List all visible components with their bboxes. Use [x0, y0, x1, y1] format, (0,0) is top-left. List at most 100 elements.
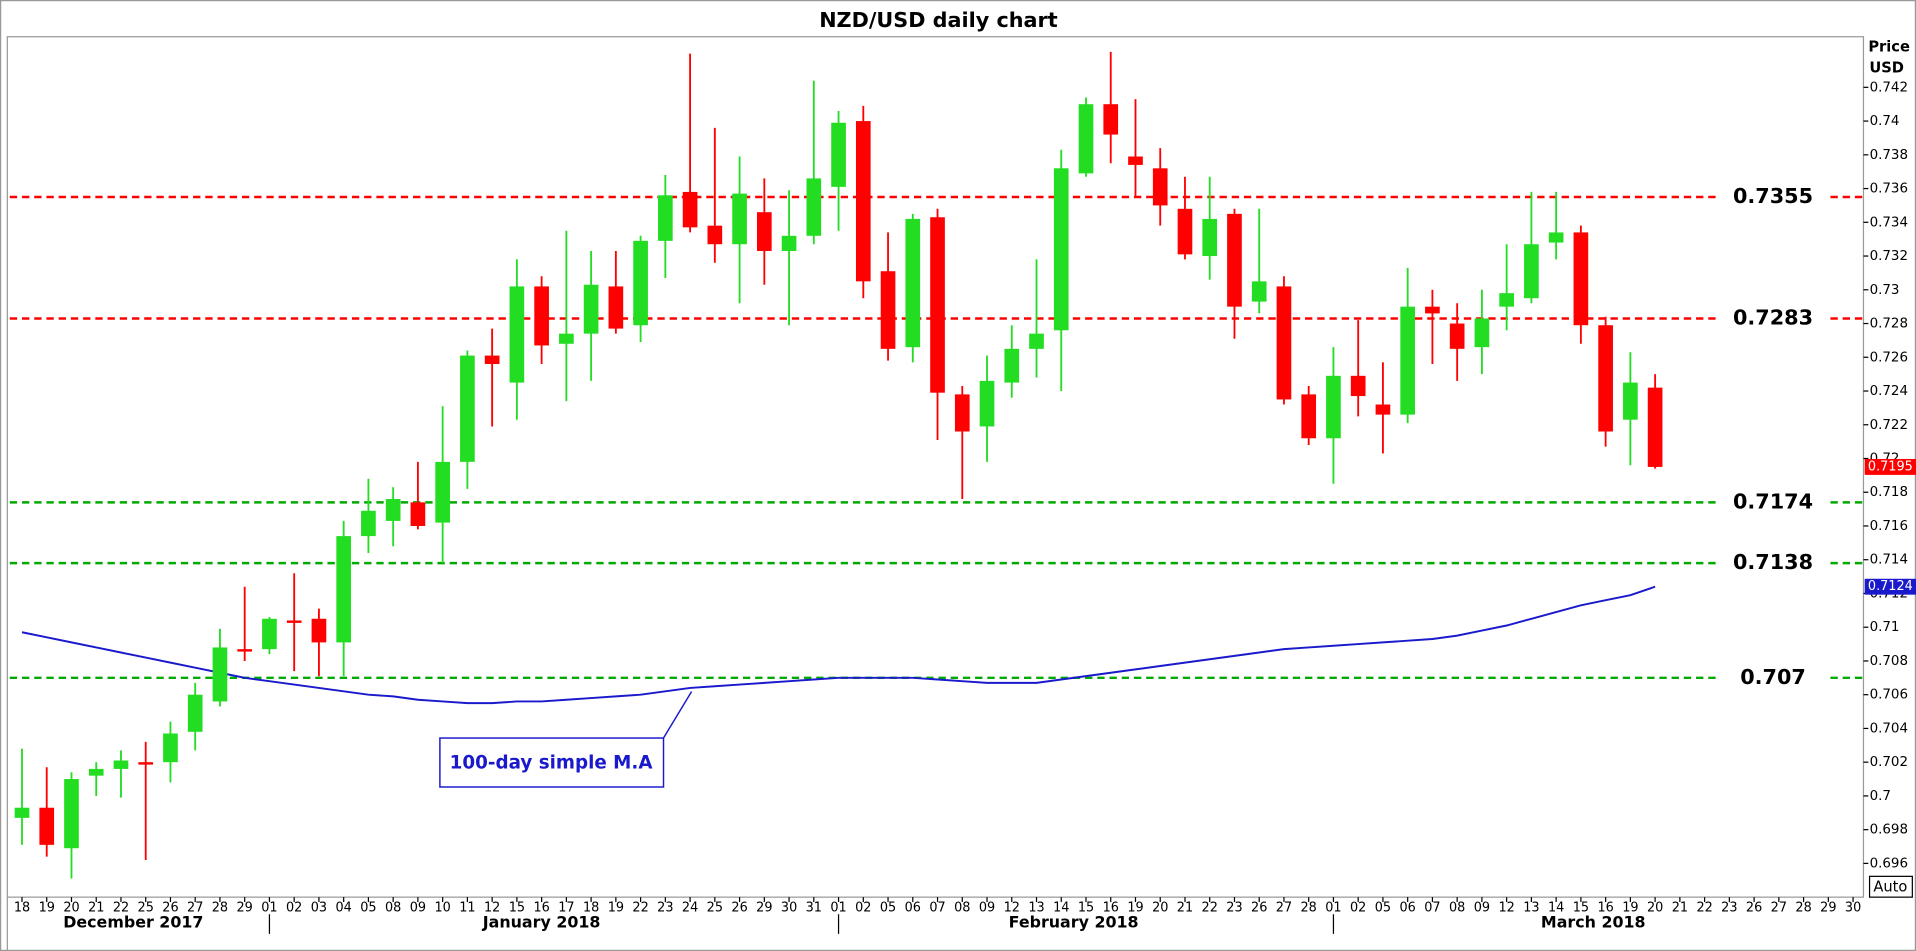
x-tick-label: 12 [1498, 901, 1514, 916]
y-tick-label: 0.736 [1870, 182, 1908, 197]
auto-button[interactable]: Auto [1868, 875, 1913, 898]
candle-body [212, 647, 228, 702]
x-tick-label: 26 [731, 901, 747, 916]
candle-body [559, 333, 574, 344]
x-tick-label: 09 [979, 901, 995, 916]
candle-body [806, 178, 822, 236]
candle [707, 127, 723, 263]
candle [658, 175, 673, 278]
candle-body [1350, 375, 1366, 397]
x-tick-label: 13 [1523, 901, 1539, 916]
x-tick-label: 09 [410, 901, 426, 916]
x-tick-label: 13 [1028, 901, 1044, 916]
candle [385, 487, 401, 547]
x-tick-label: 12 [1004, 901, 1020, 916]
candle [1103, 51, 1119, 164]
candle-body [1623, 382, 1638, 420]
candle [534, 276, 549, 365]
x-tick-label: 02 [855, 901, 871, 916]
y-tick-label: 0.706 [1870, 688, 1908, 703]
candle [484, 328, 500, 427]
candle [905, 213, 921, 363]
y-tick-label: 0.718 [1870, 485, 1908, 500]
candle-body [311, 618, 327, 643]
candle-body [187, 694, 203, 732]
x-tick-label: 14 [1053, 901, 1069, 916]
x-tick-label: 09 [1474, 901, 1490, 916]
candle [732, 156, 747, 304]
candle [1202, 176, 1218, 280]
candle-body [954, 394, 970, 432]
candle [88, 762, 104, 796]
x-tick-label: 20 [1647, 901, 1663, 916]
candle [756, 178, 772, 285]
candle-body [1598, 325, 1613, 432]
candle-body [756, 212, 772, 251]
ma-marker [1864, 578, 1916, 595]
x-tick-label: 01 [830, 901, 846, 916]
x-tick-label: 08 [1449, 901, 1465, 916]
level-label-bg [1720, 184, 1826, 210]
x-tick-label: 27 [1771, 901, 1787, 916]
x-tick-label: 11 [459, 901, 475, 916]
x-tick-label: 03 [311, 901, 327, 916]
x-tick-label: 05 [360, 901, 376, 916]
price-marker [1864, 458, 1916, 475]
candle-body [1029, 333, 1044, 349]
y-tick-label: 0.728 [1870, 317, 1908, 332]
candle [1350, 320, 1366, 417]
y-tick-label: 0.7 [1870, 789, 1891, 804]
candle-body [1326, 375, 1341, 439]
x-tick-label: 08 [954, 901, 970, 916]
x-tick-label: 28 [212, 901, 228, 916]
x-tick-label: 01 [261, 901, 277, 916]
candle [559, 230, 574, 402]
candle-body [905, 218, 921, 348]
x-tick-label: 26 [162, 901, 178, 916]
y-tick-label: 0.738 [1870, 148, 1908, 163]
y-tick-label: 0.726 [1870, 350, 1908, 365]
y-tick-label: 0.704 [1870, 721, 1908, 736]
candle-body [682, 191, 698, 228]
candle-body [1301, 394, 1317, 439]
level-label: 0.7355 [1733, 184, 1813, 208]
candle [1078, 97, 1094, 177]
x-tick-label: 01 [1325, 901, 1341, 916]
candle [64, 772, 79, 879]
x-tick-label: 07 [929, 901, 945, 916]
x-tick-label: 10 [434, 901, 450, 916]
annotation-label: 100-day simple M.A [450, 753, 654, 774]
auto-button-label[interactable]: Auto [1873, 878, 1907, 895]
candle-body [1227, 213, 1242, 307]
candle [1499, 244, 1514, 331]
level-label: 0.7283 [1733, 305, 1813, 329]
x-tick-label: 05 [1375, 901, 1391, 916]
x-tick-label: 31 [806, 901, 822, 916]
candle-body [1573, 232, 1589, 326]
candle [583, 250, 599, 381]
candle [633, 235, 648, 343]
candle-body [435, 461, 450, 523]
level-label-bg [1720, 665, 1826, 691]
candle [1177, 176, 1193, 260]
x-tick-label: 19 [608, 901, 624, 916]
y-tick-label: 0.73 [1870, 283, 1900, 298]
y-tick-label: 0.742 [1870, 80, 1908, 95]
candle-body [1548, 232, 1564, 243]
y-axis-label: USD [1869, 60, 1904, 77]
candle-body [1202, 218, 1218, 257]
x-tick-label: 23 [1721, 901, 1737, 916]
candle-body [1152, 168, 1168, 206]
candle-body [1053, 168, 1069, 331]
level-label: 0.7138 [1733, 550, 1813, 574]
plot-frame [6, 36, 1865, 898]
candle [1474, 289, 1490, 375]
auto-button-box[interactable] [1868, 875, 1913, 898]
x-tick-label: 05 [880, 901, 896, 916]
candle-body [14, 807, 30, 818]
candle-body [880, 271, 896, 349]
candle [1004, 325, 1020, 398]
candle-body [831, 122, 846, 187]
y-tick-label: 0.71 [1870, 620, 1900, 635]
